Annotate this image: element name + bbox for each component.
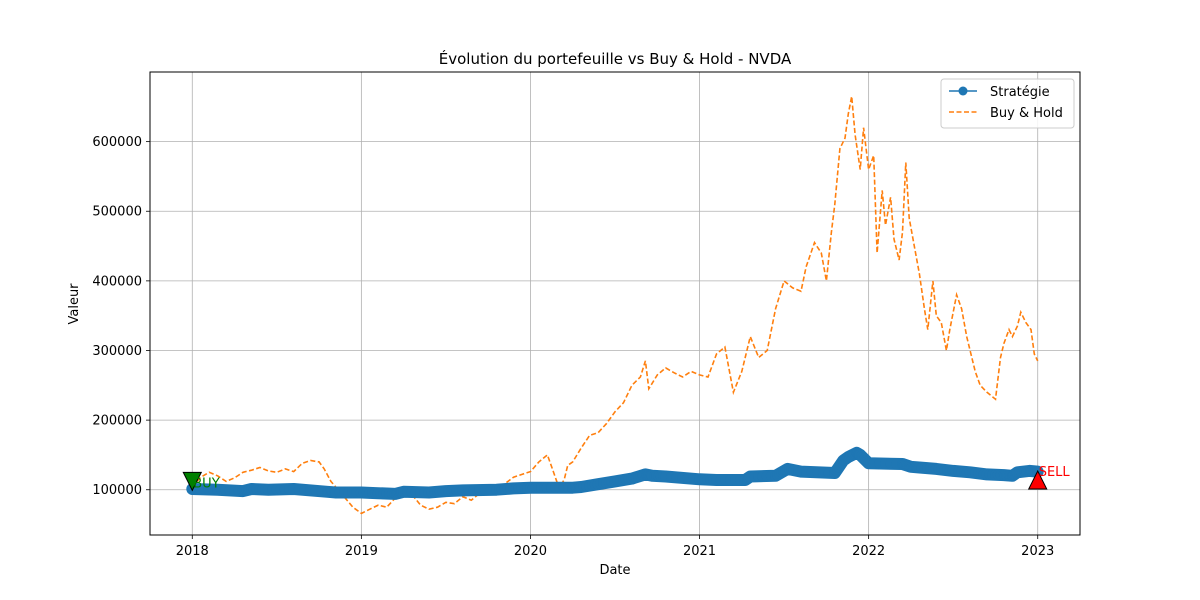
axes-ticks: 2018 2019 2020 2021 2022 2023 100000 200000 3000… (92, 135, 1054, 559)
x-tick-label: 2018 (176, 544, 209, 559)
x-tick-label: 2023 (1021, 544, 1054, 559)
annotation-sell: SELL (1039, 465, 1071, 480)
legend-buyhold-label: Buy & Hold (990, 106, 1063, 121)
plot-area (186, 96, 1044, 515)
y-tick-label: 200000 (92, 414, 142, 429)
x-tick-label: 2021 (683, 544, 716, 559)
y-axis-label: Valeur (67, 283, 82, 325)
grid (150, 72, 1080, 535)
y-tick-label: 100000 (92, 483, 142, 498)
annotations: BUY SELL (182, 465, 1071, 492)
x-tick-label: 2020 (514, 544, 547, 559)
legend-strategie-marker (958, 86, 968, 96)
y-tick-label: 500000 (92, 205, 142, 220)
series-buy-hold-line (191, 96, 1039, 515)
x-axis-label: Date (599, 563, 630, 578)
x-tick-label: 2022 (852, 544, 885, 559)
y-tick-label: 600000 (92, 135, 142, 150)
y-tick-label: 400000 (92, 274, 142, 289)
marker-sell (1027, 469, 1048, 490)
legend-strategie-label: Stratégie (990, 85, 1050, 100)
chart-title: Évolution du portefeuille vs Buy & Hold … (439, 49, 792, 68)
y-tick-label: 300000 (92, 344, 142, 359)
annotation-buy: BUY (193, 476, 219, 491)
x-tick-label: 2019 (345, 544, 378, 559)
marker-buy (182, 471, 203, 492)
plot-frame (149, 71, 1081, 536)
legend: Stratégie Buy & Hold (940, 78, 1075, 129)
